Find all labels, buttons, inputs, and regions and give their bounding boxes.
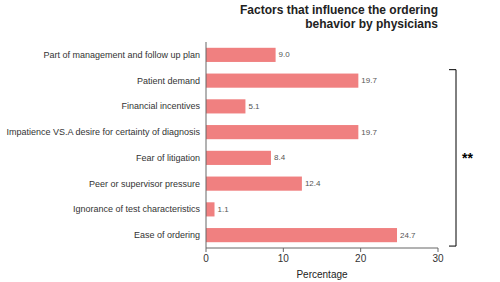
title: Factors that influence the orderingbehav… (240, 3, 438, 31)
data-label: 8.4 (274, 153, 286, 162)
chart: Part of management and follow up plan Pat… (0, 0, 500, 282)
data-label: 9.0 (279, 50, 291, 59)
category-label: Ignorance of test characteristics (73, 204, 201, 214)
bar (206, 151, 271, 165)
x-tick-label: 30 (432, 253, 444, 264)
x-ticks: 0 10 20 30 (203, 248, 444, 264)
bar (206, 99, 245, 113)
category-label: Fear of litigation (136, 153, 200, 163)
x-axis-line (206, 248, 438, 249)
x-tick (283, 248, 284, 252)
y-axis-line (206, 42, 207, 248)
category-label: Impatience VS.A desire for certainty of … (6, 127, 200, 137)
category-label: Ease of ordering (134, 230, 200, 240)
bracket-line (456, 70, 457, 246)
significance-bracket: ** (449, 70, 473, 246)
data-label: 5.1 (248, 102, 260, 111)
category-label: Patient demand (137, 76, 200, 86)
annotation: ** (462, 150, 473, 166)
bars (206, 48, 397, 242)
category-label: Part of management and follow up plan (43, 50, 200, 60)
bar (206, 202, 215, 216)
category-label: Financial incentives (121, 101, 200, 111)
bar (206, 228, 397, 242)
bar (206, 48, 276, 62)
x-tick-label: 10 (278, 253, 290, 264)
bracket-tick (449, 246, 456, 247)
data-label: 19.7 (361, 76, 377, 85)
data-label: 19.7 (361, 128, 377, 137)
y-tick-labels: Part of management and follow up plan Pat… (6, 50, 200, 240)
title-line: behavior by physicians (305, 17, 438, 31)
x-tick (360, 248, 361, 252)
x-axis-label: Percentage (296, 269, 348, 280)
title-line: Factors that influence the ordering (240, 3, 438, 17)
data-label: 24.7 (400, 231, 416, 240)
x-tick (206, 248, 207, 252)
bar (206, 177, 302, 191)
x-tick-label: 0 (203, 253, 209, 264)
data-label: 1.1 (218, 205, 230, 214)
data-labels: 9.0 19.7 5.1 19.7 8.4 12.4 1.1 24.7 (218, 50, 417, 239)
x-tick (438, 248, 439, 252)
bar (206, 74, 358, 88)
category-label: Peer or supervisor pressure (89, 179, 200, 189)
x-tick-label: 20 (355, 253, 367, 264)
data-label: 12.4 (305, 179, 321, 188)
bracket-tick (449, 69, 456, 70)
bar (206, 125, 358, 139)
